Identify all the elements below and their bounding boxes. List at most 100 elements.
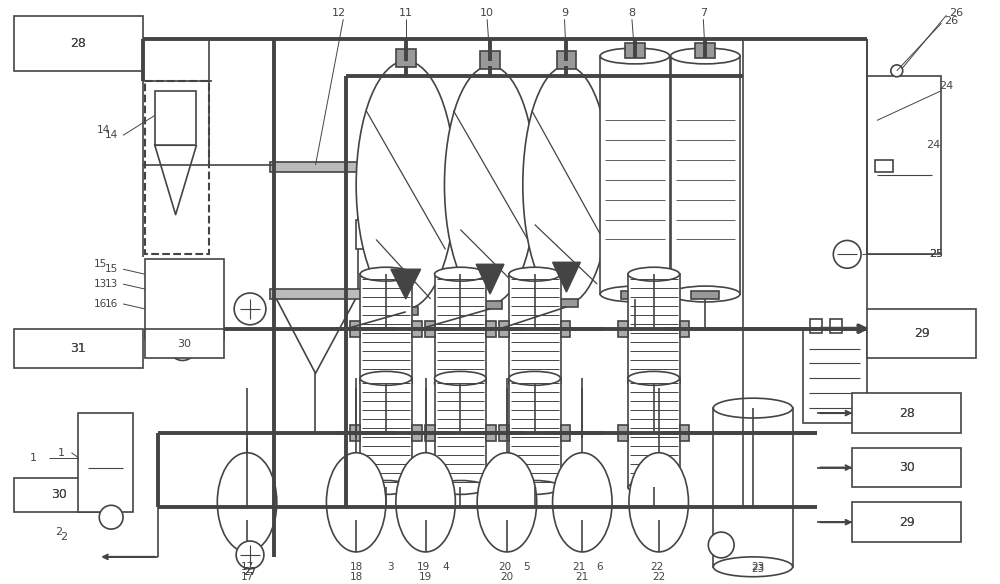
Text: 29: 29 <box>899 516 915 529</box>
Bar <box>509 274 561 383</box>
Ellipse shape <box>628 371 680 385</box>
Ellipse shape <box>553 453 612 552</box>
Bar <box>14 16 143 71</box>
Text: 26: 26 <box>949 8 963 18</box>
Text: 28: 28 <box>899 406 915 419</box>
Ellipse shape <box>833 241 861 268</box>
Bar <box>671 56 740 294</box>
Bar <box>145 259 224 339</box>
Text: 2: 2 <box>60 532 67 542</box>
Ellipse shape <box>236 541 264 569</box>
Ellipse shape <box>444 66 536 304</box>
Text: 29: 29 <box>914 327 929 340</box>
Polygon shape <box>155 145 196 215</box>
Ellipse shape <box>628 481 680 495</box>
Bar <box>875 160 893 172</box>
Text: 24: 24 <box>939 81 954 91</box>
Text: 14: 14 <box>97 126 110 135</box>
Bar <box>435 378 486 488</box>
Bar <box>867 76 941 255</box>
Text: 21: 21 <box>573 562 586 572</box>
Bar <box>478 301 502 309</box>
Text: 14: 14 <box>105 130 118 140</box>
Ellipse shape <box>360 371 412 385</box>
Polygon shape <box>553 262 580 292</box>
Text: 2: 2 <box>55 527 62 537</box>
Bar <box>396 49 416 67</box>
Text: 1: 1 <box>58 448 65 458</box>
Text: 29: 29 <box>899 516 915 529</box>
Ellipse shape <box>628 267 680 281</box>
Bar <box>625 43 645 58</box>
Text: 27: 27 <box>243 566 257 577</box>
Bar <box>350 321 360 336</box>
Text: 20: 20 <box>498 562 512 572</box>
Ellipse shape <box>671 286 740 302</box>
Text: 16: 16 <box>94 299 107 309</box>
Text: 22: 22 <box>652 572 665 582</box>
Text: 18: 18 <box>350 562 363 572</box>
Text: 8: 8 <box>628 8 635 18</box>
Bar <box>480 51 500 69</box>
Ellipse shape <box>509 371 561 385</box>
Polygon shape <box>476 264 504 294</box>
Text: 30: 30 <box>899 461 915 474</box>
Ellipse shape <box>523 66 610 304</box>
Ellipse shape <box>509 267 561 281</box>
Bar <box>394 307 418 315</box>
Text: 9: 9 <box>561 8 568 18</box>
Ellipse shape <box>396 453 455 552</box>
Bar <box>356 220 374 249</box>
Bar <box>360 274 412 383</box>
Ellipse shape <box>360 376 412 390</box>
Polygon shape <box>391 269 421 299</box>
Text: 3: 3 <box>388 562 394 572</box>
Text: 15: 15 <box>105 264 118 274</box>
Ellipse shape <box>217 453 277 552</box>
Ellipse shape <box>477 453 537 552</box>
Text: 11: 11 <box>399 8 413 18</box>
Bar <box>509 378 561 488</box>
Ellipse shape <box>360 481 412 495</box>
Bar <box>270 289 362 299</box>
Bar <box>628 378 680 488</box>
Bar <box>621 291 649 299</box>
Bar <box>680 321 689 336</box>
Ellipse shape <box>435 267 486 281</box>
Text: 28: 28 <box>70 37 86 50</box>
Bar <box>691 291 719 299</box>
Bar <box>830 319 842 333</box>
Bar <box>561 425 570 441</box>
Bar <box>618 425 628 441</box>
Text: 29: 29 <box>914 327 929 340</box>
Text: 15: 15 <box>94 259 107 269</box>
Text: 1: 1 <box>30 453 37 463</box>
Ellipse shape <box>600 48 670 64</box>
Bar <box>803 329 867 423</box>
Text: 20: 20 <box>500 572 514 582</box>
Text: 31: 31 <box>71 342 86 355</box>
Text: 30: 30 <box>51 488 67 501</box>
Text: 17: 17 <box>240 562 254 572</box>
Text: 16: 16 <box>105 299 118 309</box>
Bar <box>425 425 435 441</box>
Bar <box>713 408 793 567</box>
Bar <box>270 162 362 172</box>
Ellipse shape <box>600 286 670 302</box>
Ellipse shape <box>629 453 688 552</box>
Bar <box>350 425 360 441</box>
Bar <box>499 321 509 336</box>
Bar <box>555 299 578 307</box>
Bar <box>600 56 670 294</box>
Bar <box>412 321 422 336</box>
Text: 27: 27 <box>243 566 257 577</box>
Text: 19: 19 <box>417 562 430 572</box>
Bar <box>867 309 976 359</box>
Bar <box>274 165 358 294</box>
Text: 30: 30 <box>178 339 192 349</box>
Bar <box>155 91 196 145</box>
Ellipse shape <box>169 333 196 360</box>
Text: 18: 18 <box>350 572 363 582</box>
Ellipse shape <box>356 61 455 309</box>
Ellipse shape <box>435 481 486 495</box>
